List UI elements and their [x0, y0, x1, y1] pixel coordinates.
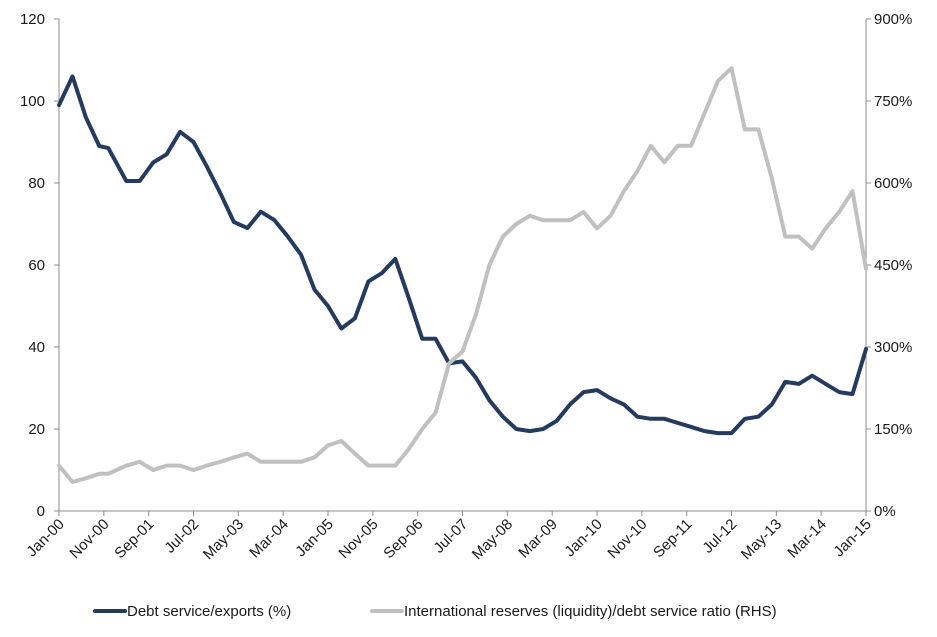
x-tick-label: Jan-15	[830, 516, 874, 560]
legend-label-2: International reserves (liquidity)/debt …	[404, 603, 777, 620]
left-tick-label: 60	[28, 257, 45, 274]
series-line-1	[57, 74, 868, 436]
left-tick-label: 80	[28, 175, 45, 192]
x-tick-label: Jul-02	[161, 516, 202, 557]
right-axis-ticks: 0% 150% 300% 450% 600% 750% 900%	[866, 11, 912, 520]
x-tick-label: Sep-01	[111, 516, 157, 562]
x-tick-label: Sep-11	[650, 516, 695, 561]
x-tick-label: May-13	[738, 516, 785, 563]
legend-label-1: Debt service/exports (%)	[127, 603, 291, 620]
right-tick-label: 450%	[874, 257, 912, 274]
x-tick-label: Jul-12	[699, 516, 740, 557]
x-tick-label: Sep-06	[380, 516, 426, 562]
left-tick-label: 0	[37, 503, 45, 520]
right-tick-label: 600%	[874, 175, 912, 192]
left-tick-label: 120	[20, 11, 45, 28]
x-tick-label: Nov-10	[604, 516, 650, 562]
x-tick-label: Jan-00	[23, 516, 67, 560]
x-tick-label: Jan-05	[292, 516, 336, 560]
x-tick-label: Mar-09	[515, 516, 561, 562]
right-tick-label: 150%	[874, 421, 912, 438]
right-tick-label: 300%	[874, 339, 912, 356]
x-tick-label: Nov-05	[335, 516, 381, 562]
x-tick-label: Mar-04	[246, 516, 292, 562]
x-tick-label: Mar-14	[784, 516, 830, 562]
left-axis-ticks: 0 20 40 60 80 100 120	[20, 11, 59, 520]
left-tick-label: 40	[28, 339, 45, 356]
left-tick-label: 100	[20, 93, 45, 110]
right-tick-label: 750%	[874, 93, 912, 110]
chart-axes	[58, 19, 867, 512]
left-tick-label: 20	[28, 421, 45, 438]
series-line-2	[57, 66, 868, 484]
plot-series	[57, 66, 868, 484]
x-tick-label: Nov-00	[66, 516, 112, 562]
chart-legend: Debt service/exports (%) International re…	[93, 603, 777, 620]
x-tick-label: Jul-07	[430, 516, 471, 557]
x-tick-label: Jan-10	[561, 516, 605, 560]
right-tick-label: 900%	[874, 11, 912, 28]
x-tick-label: May-03	[200, 516, 247, 563]
right-tick-label: 0%	[874, 503, 896, 520]
x-tick-label: May-08	[469, 516, 516, 563]
